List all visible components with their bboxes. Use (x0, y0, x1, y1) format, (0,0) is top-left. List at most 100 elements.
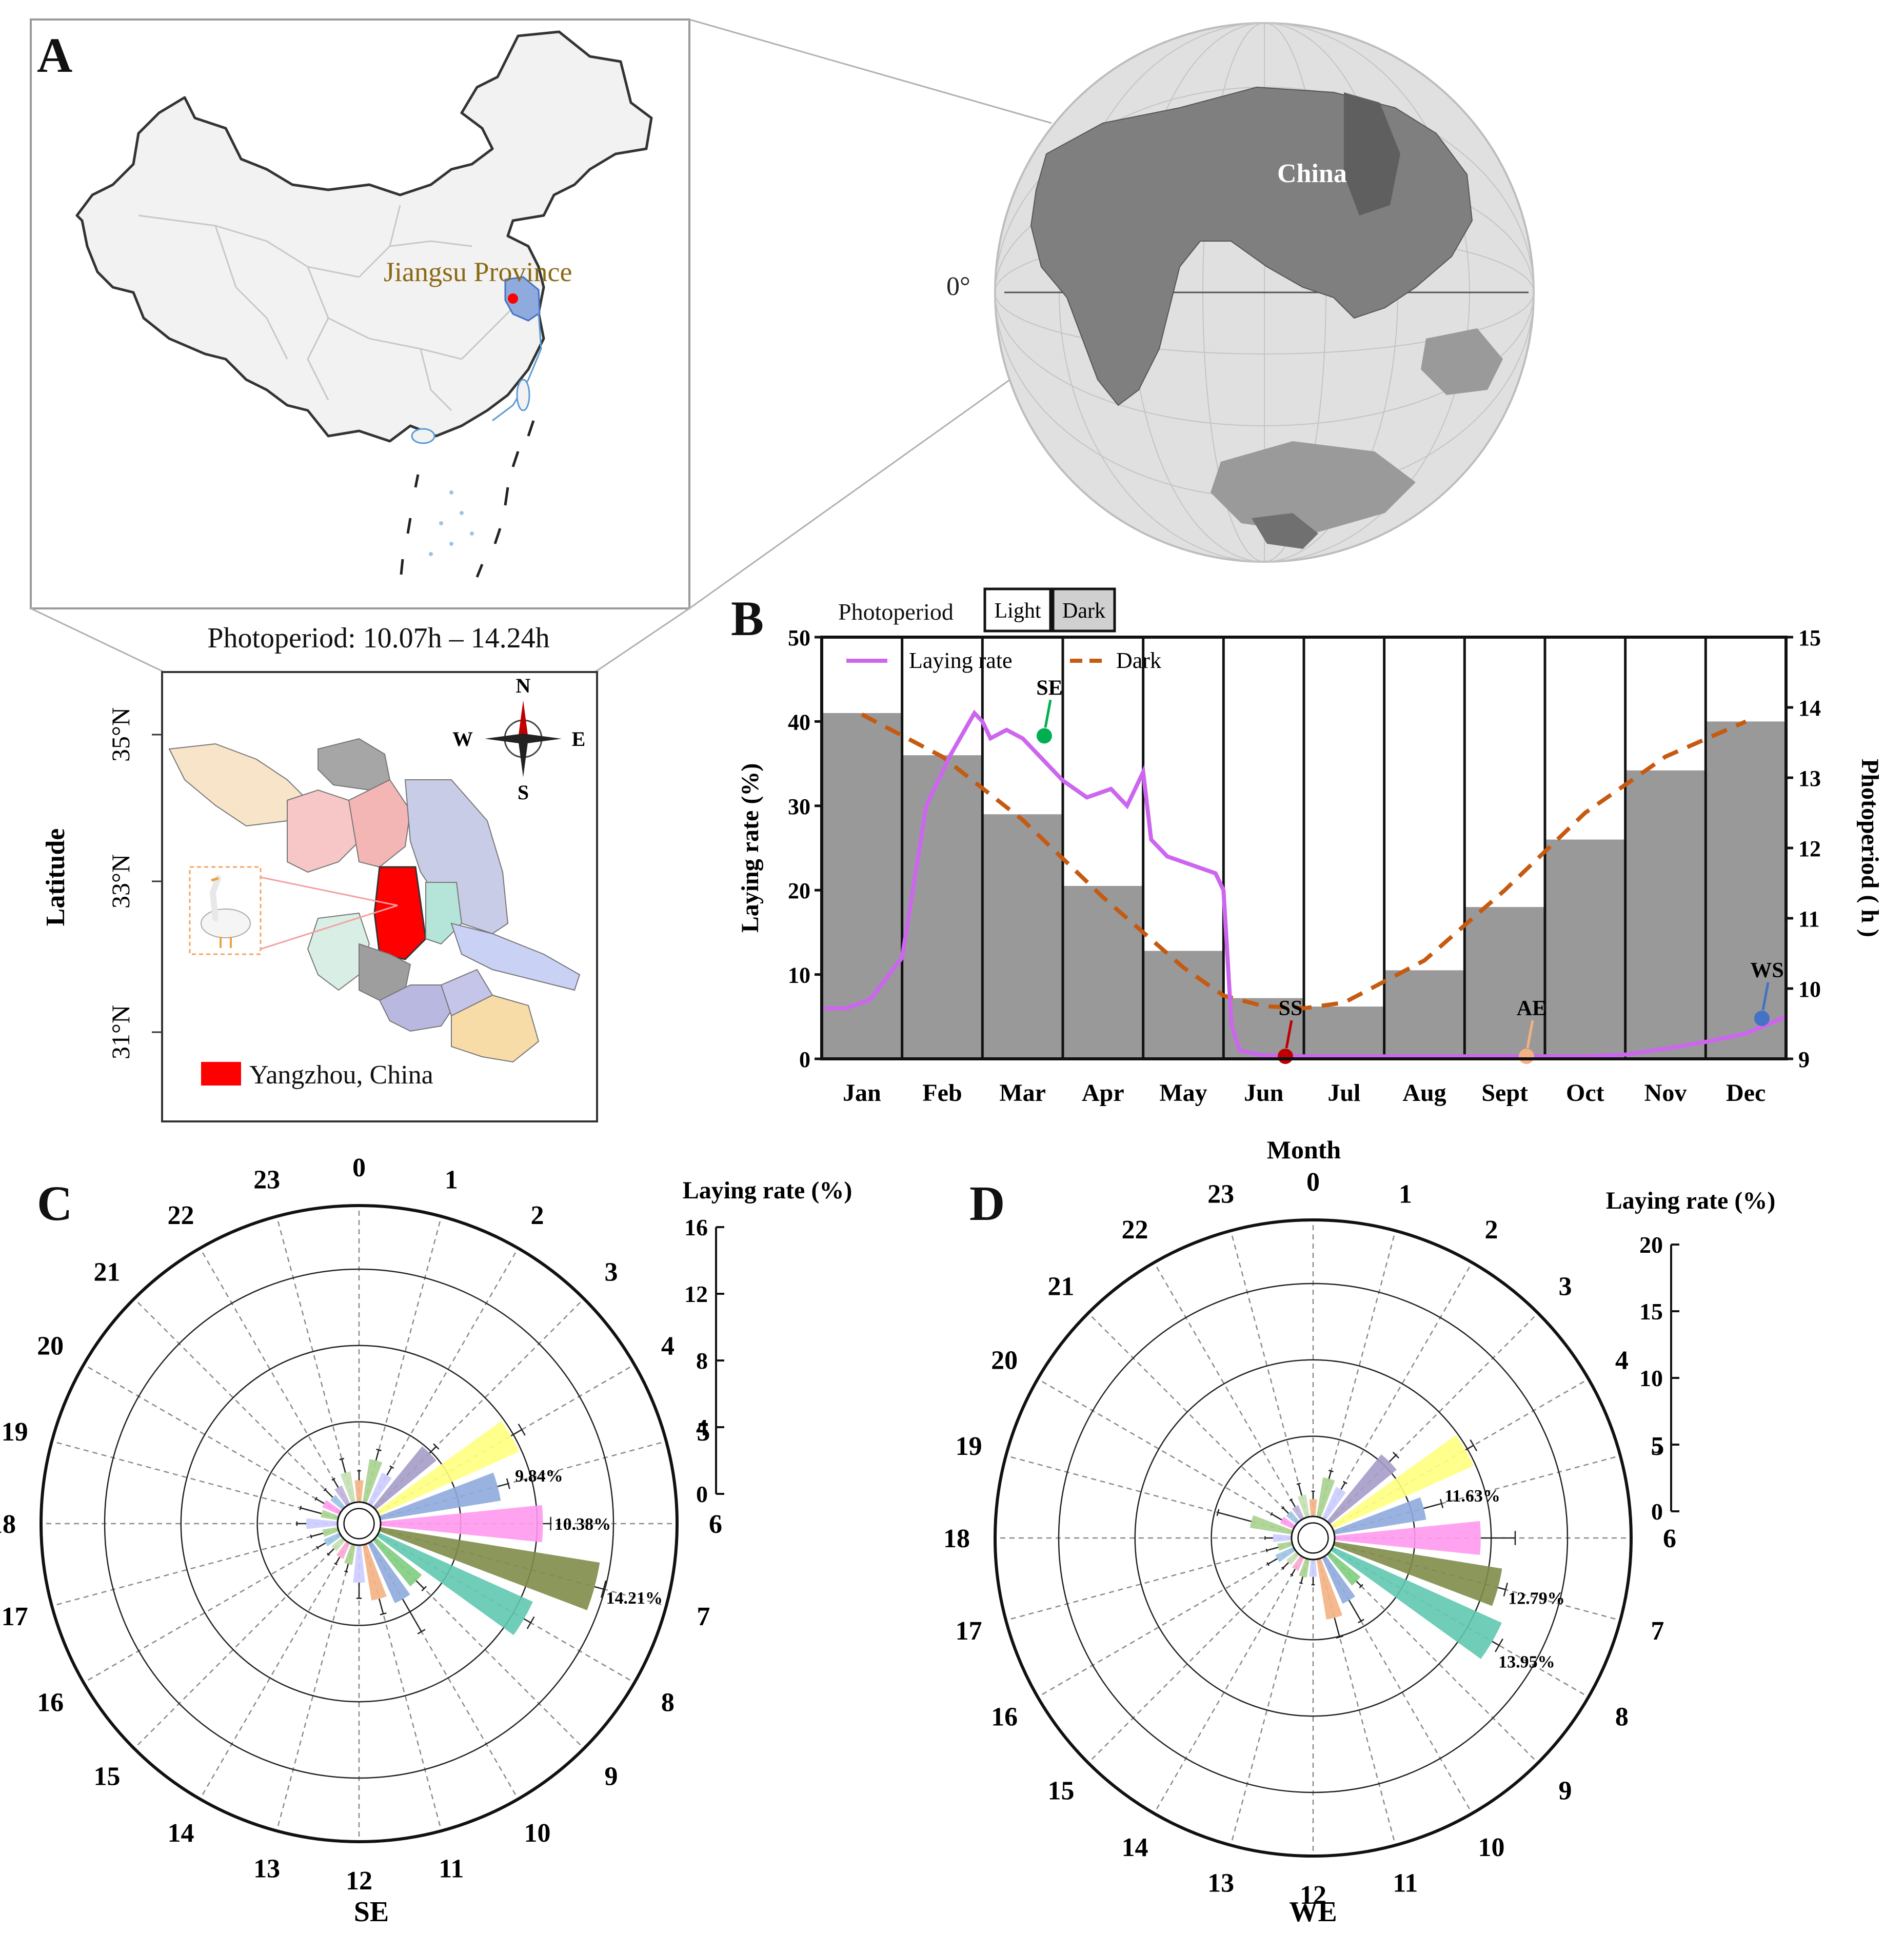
hour-label-3: 3 (604, 1258, 618, 1287)
dark-bar-apr (1063, 885, 1143, 1059)
marker-label-ae: AE (1517, 997, 1546, 1020)
bar-hour-23 (1297, 1494, 1310, 1518)
china-map (75, 30, 653, 443)
city-suqian (287, 789, 370, 873)
polar-chart-se: 012345678910111213141516171819202122239.… (0, 1153, 724, 1896)
hour-label-9: 9 (604, 1762, 618, 1791)
month-label-jun: Jun (1244, 1079, 1283, 1107)
spoke (51, 1441, 339, 1519)
spoke (1037, 1548, 1295, 1698)
spoke (1230, 1230, 1308, 1517)
hour-label-11: 11 (1393, 1868, 1418, 1898)
marker-se (1036, 728, 1052, 744)
left-tick-label: 0 (799, 1047, 810, 1072)
error-bar (324, 1489, 333, 1498)
error-bar (335, 1556, 341, 1565)
month-label-oct: Oct (1566, 1079, 1604, 1107)
dark-hours-line (861, 713, 1747, 1011)
hour-label-3: 3 (1558, 1272, 1572, 1301)
month-label-may: May (1159, 1079, 1207, 1107)
hour-label-15: 15 (1048, 1776, 1075, 1805)
spoke (1153, 1262, 1303, 1520)
light-legend-label: Light (995, 599, 1041, 623)
spoke (1153, 1556, 1303, 1814)
left-tick-label: 10 (788, 963, 810, 988)
hour-label-4: 4 (661, 1332, 675, 1361)
panel-letter-a: A (37, 28, 72, 83)
error-bar (1356, 1581, 1362, 1587)
bar-hour-21 (1286, 1511, 1300, 1525)
left-tick-label: 30 (788, 794, 810, 819)
error-cap (421, 1586, 427, 1591)
error-cap (1296, 1483, 1301, 1485)
globe-china-label: China (1277, 159, 1347, 188)
goose-icon (201, 875, 251, 948)
bar-hour-0 (1309, 1499, 1317, 1517)
compass-s: S (518, 781, 529, 804)
panel-letter-d: D (969, 1176, 1005, 1231)
error-cap (339, 1457, 344, 1461)
spoke (1230, 1559, 1308, 1846)
hour-label-16: 16 (37, 1688, 64, 1718)
dark-bar-feb (902, 755, 983, 1059)
taiwan-island (516, 379, 530, 411)
error-bar (1465, 1445, 1474, 1451)
hour-label-18: 18 (0, 1510, 16, 1539)
bar-hour-5 (1333, 1497, 1426, 1535)
spoke (276, 1216, 354, 1503)
goose-pointer-upper (260, 876, 398, 906)
center-inner (343, 1508, 375, 1540)
bar-hour-19 (321, 1510, 339, 1521)
bar-hour-3 (372, 1446, 437, 1510)
marker-arrow-se (1044, 699, 1052, 728)
bar-hour-8 (1331, 1547, 1502, 1659)
error-bar (1423, 1503, 1442, 1509)
hour-label-6: 6 (709, 1510, 722, 1539)
hour-label-12: 12 (346, 1866, 372, 1896)
bar-hour-11 (1316, 1558, 1343, 1620)
error-cap (1328, 1470, 1334, 1472)
bar-hour-19 (1250, 1515, 1293, 1535)
hour-label-14: 14 (168, 1819, 194, 1848)
error-cap (1495, 1638, 1503, 1652)
value-annotation: 11.63% (1444, 1487, 1500, 1506)
spoke (199, 1248, 349, 1506)
error-cap (376, 1448, 382, 1451)
month-label-apr: Apr (1082, 1079, 1124, 1107)
error-bar (311, 1532, 324, 1537)
radial-scale-label: 4 (696, 1414, 708, 1441)
error-bar (429, 1446, 437, 1454)
hour-label-7: 7 (1651, 1616, 1664, 1646)
compass-rose: N S W E (452, 674, 585, 804)
error-bar (1348, 1600, 1362, 1622)
bar-hour-2 (368, 1472, 392, 1506)
hour-label-23: 23 (253, 1166, 280, 1195)
bar-hour-18 (1273, 1534, 1292, 1542)
month-label-feb: Feb (922, 1079, 962, 1107)
connector-lines (30, 18, 1052, 673)
error-cap (433, 1443, 440, 1450)
radial-scale-label: 0 (1651, 1498, 1663, 1525)
spoke (1318, 1230, 1396, 1517)
bar-hour-18 (306, 1518, 338, 1529)
x-axis-label: Month (1267, 1135, 1341, 1164)
bar-hour-0 (354, 1480, 364, 1503)
month-label-jan: Jan (843, 1079, 881, 1107)
marker-arrow-ws (1761, 982, 1770, 1011)
bar-hour-16 (1275, 1547, 1296, 1563)
grid-ring (1058, 1283, 1569, 1793)
hour-label-22: 22 (1122, 1215, 1148, 1245)
error-bar (1389, 1454, 1397, 1463)
left-tick-label: 50 (788, 625, 810, 650)
bar-hour-8 (376, 1532, 533, 1635)
left-tick-label: 40 (788, 709, 810, 735)
compass-w: W (452, 727, 473, 751)
error-cap (1289, 1498, 1293, 1502)
right-tick-label: 13 (1798, 766, 1821, 791)
error-bar (375, 1449, 380, 1461)
hour-label-0: 0 (1306, 1168, 1320, 1197)
error-bar (1218, 1512, 1252, 1522)
error-cap (380, 1612, 387, 1615)
center-inner (1297, 1522, 1329, 1554)
error-cap (1290, 1573, 1294, 1576)
